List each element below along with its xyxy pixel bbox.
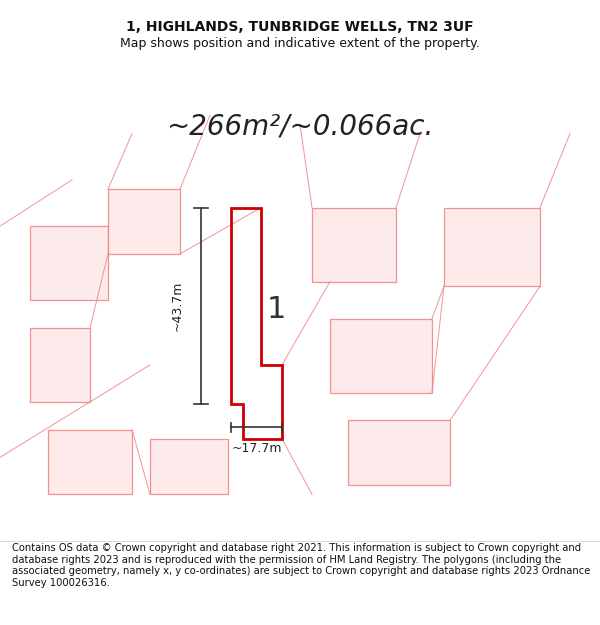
Text: ~43.7m: ~43.7m: [170, 281, 184, 331]
Polygon shape: [330, 319, 432, 392]
Polygon shape: [444, 208, 540, 286]
Polygon shape: [348, 421, 450, 485]
Text: Map shows position and indicative extent of the property.: Map shows position and indicative extent…: [120, 37, 480, 49]
Text: 1: 1: [266, 295, 286, 324]
Polygon shape: [150, 439, 228, 494]
Polygon shape: [312, 208, 396, 282]
Polygon shape: [48, 429, 132, 494]
Text: ~266m²/~0.066ac.: ~266m²/~0.066ac.: [166, 112, 434, 141]
Text: ~17.7m: ~17.7m: [231, 442, 282, 454]
Text: 1, HIGHLANDS, TUNBRIDGE WELLS, TN2 3UF: 1, HIGHLANDS, TUNBRIDGE WELLS, TN2 3UF: [126, 20, 474, 34]
Polygon shape: [30, 226, 108, 300]
Polygon shape: [108, 189, 180, 254]
Text: Contains OS data © Crown copyright and database right 2021. This information is : Contains OS data © Crown copyright and d…: [12, 543, 590, 588]
Polygon shape: [30, 328, 90, 402]
